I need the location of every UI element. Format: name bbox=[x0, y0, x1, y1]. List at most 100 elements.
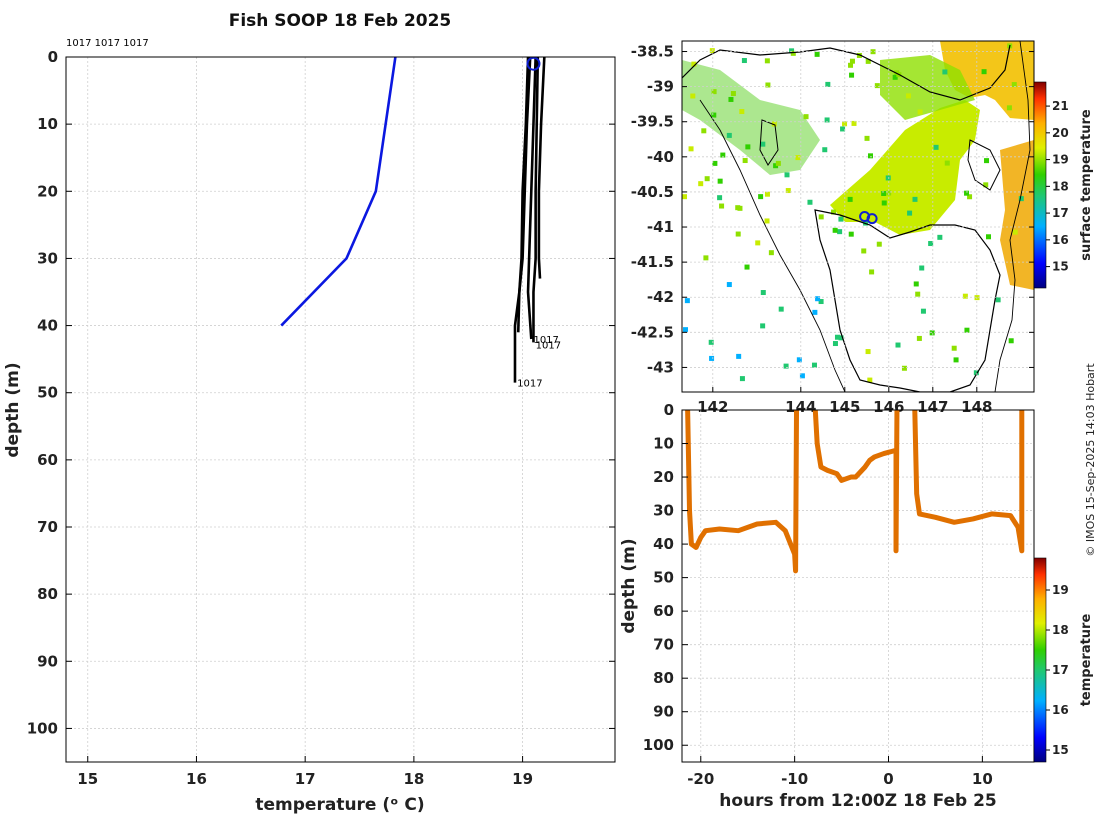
sst-speckle-cell bbox=[842, 121, 848, 127]
profile-y-tick-label: 20 bbox=[37, 182, 58, 200]
sst-speckle-cell bbox=[864, 135, 870, 141]
sst-patch-north bbox=[880, 55, 975, 120]
sst-speckle-cell bbox=[885, 175, 891, 181]
sst-speckle-cell bbox=[709, 48, 715, 54]
timeseries-y-tick-label: 100 bbox=[643, 736, 674, 754]
sst-speckle-cell bbox=[771, 121, 777, 127]
map-colorbar-tick-label: 16 bbox=[1052, 233, 1069, 247]
sst-speckle-cell bbox=[717, 195, 723, 201]
sst-speckle-cell bbox=[895, 342, 901, 348]
sst-speckle-cell bbox=[928, 241, 934, 247]
sst-speckle-cell bbox=[832, 341, 838, 347]
timeseries-y-label: depth (m) bbox=[619, 538, 639, 633]
map-colorbar-tick-label: 15 bbox=[1052, 260, 1069, 274]
sst-speckle-cell bbox=[742, 158, 748, 164]
sst-speckle-cell bbox=[703, 255, 709, 261]
profile-y-label: depth (m) bbox=[3, 362, 23, 457]
profile-marker bbox=[526, 57, 541, 71]
sst-speckle-cell bbox=[730, 91, 736, 97]
timeseries-y-tick-label: 70 bbox=[653, 636, 674, 654]
sst-speckle-cell bbox=[849, 58, 855, 64]
sst-speckle-cell bbox=[704, 176, 710, 182]
sst-speckle-cell bbox=[803, 114, 809, 120]
sst-speckle-cell bbox=[811, 362, 817, 368]
timeseries-x-tick-label: 10 bbox=[972, 770, 993, 788]
sst-speckle-cell bbox=[741, 58, 747, 64]
coastline-victoria bbox=[682, 44, 1011, 101]
sst-speckle-cell bbox=[755, 240, 761, 246]
sst-speckle-cell bbox=[719, 203, 725, 209]
sst-speckle-cell bbox=[778, 306, 784, 312]
sst-speckle-cell bbox=[760, 141, 766, 147]
sst-speckle-cell bbox=[848, 62, 854, 68]
sst-speckle-cell bbox=[768, 250, 774, 256]
timeseries-colorbar-tick-label: 19 bbox=[1052, 583, 1069, 597]
sst-speckle bbox=[682, 43, 1024, 383]
sst-speckle-cell bbox=[917, 109, 923, 115]
top-labels: 1017 1017 1017 bbox=[66, 38, 149, 49]
profile-y-tick-label: 90 bbox=[37, 652, 58, 670]
sst-speckle-cell bbox=[708, 339, 714, 345]
sst-speckle-cell bbox=[913, 281, 919, 287]
sst-speckle-cell bbox=[937, 234, 943, 240]
sst-speckle-cell bbox=[1012, 229, 1018, 235]
sst-speckle-cell bbox=[1018, 196, 1024, 202]
sst-speckle-cell bbox=[942, 69, 948, 75]
map-colorbar-label: surface temperature bbox=[1079, 109, 1094, 261]
sst-speckle-cell bbox=[735, 205, 741, 211]
sst-speckle-cell bbox=[764, 218, 770, 224]
sst-speckle-cell bbox=[783, 363, 789, 369]
map-x-tick-label: 148 bbox=[961, 398, 992, 416]
sst-speckle-cell bbox=[867, 153, 873, 159]
sst-speckle-cell bbox=[698, 181, 704, 187]
sst-speckle-cell bbox=[964, 327, 970, 333]
coastline-flinders-island bbox=[967, 139, 1001, 191]
map-y-tick-label: -39 bbox=[647, 78, 674, 96]
map-x-tick-label: 142 bbox=[697, 398, 728, 416]
timeseries-colorbar-tick-label: 15 bbox=[1052, 743, 1069, 757]
sst-speckle-cell bbox=[818, 299, 824, 305]
sst-speckle-cell bbox=[912, 196, 918, 202]
sst-speckle-cell bbox=[795, 155, 801, 161]
map-x-tick-label: 144 bbox=[785, 398, 816, 416]
timeseries-y-tick-label: 60 bbox=[653, 602, 674, 620]
profile-x-tick-label: 19 bbox=[512, 770, 533, 788]
sst-speckle-cell bbox=[870, 49, 876, 55]
profile-cast-line bbox=[516, 57, 530, 333]
sst-speckle-cell bbox=[953, 357, 959, 363]
sst-speckle-cell bbox=[701, 128, 707, 134]
map-y-tick-label: -38.5 bbox=[631, 43, 674, 61]
sst-speckle-cell bbox=[764, 191, 770, 197]
sst-speckle-cell bbox=[865, 58, 871, 64]
map-colorbar bbox=[1033, 81, 1047, 289]
sst-speckle-cell bbox=[684, 298, 690, 304]
sst-speckle-cell bbox=[726, 282, 732, 288]
sst-speckle-cell bbox=[983, 182, 989, 188]
timeseries-x-tick-label: -10 bbox=[781, 770, 808, 788]
profile-cast-label: 1017 bbox=[517, 379, 542, 390]
sst-speckle-cell bbox=[951, 345, 957, 351]
timeseries-y-tick-label: 50 bbox=[653, 569, 674, 587]
map-track-marker bbox=[859, 211, 871, 222]
sst-speckle-cell bbox=[784, 172, 790, 178]
profile-y-tick-label: 50 bbox=[37, 384, 58, 402]
sst-patch-warm bbox=[940, 41, 1034, 120]
sst-speckle-cell bbox=[874, 83, 880, 89]
profile-y-tick-label: 60 bbox=[37, 451, 58, 469]
timeseries-colorbar-tick-label: 17 bbox=[1052, 663, 1069, 677]
sst-speckle-cell bbox=[720, 152, 726, 158]
sst-speckle-cell bbox=[790, 50, 796, 56]
sst-speckle-cell bbox=[711, 112, 717, 118]
map-y-tick-label: -41.5 bbox=[631, 253, 674, 271]
sst-speckle-cell bbox=[726, 132, 732, 138]
map-y-tick-label: -42 bbox=[647, 288, 674, 306]
sst-speckle-cell bbox=[838, 335, 844, 341]
timeseries-colorbar bbox=[1033, 557, 1047, 763]
map-y-tick-label: -43 bbox=[647, 358, 674, 376]
timeseries-y-tick-label: 90 bbox=[653, 703, 674, 721]
sst-speckle-cell bbox=[775, 160, 781, 166]
timeseries-colorbar-label: temperature bbox=[1079, 614, 1094, 707]
